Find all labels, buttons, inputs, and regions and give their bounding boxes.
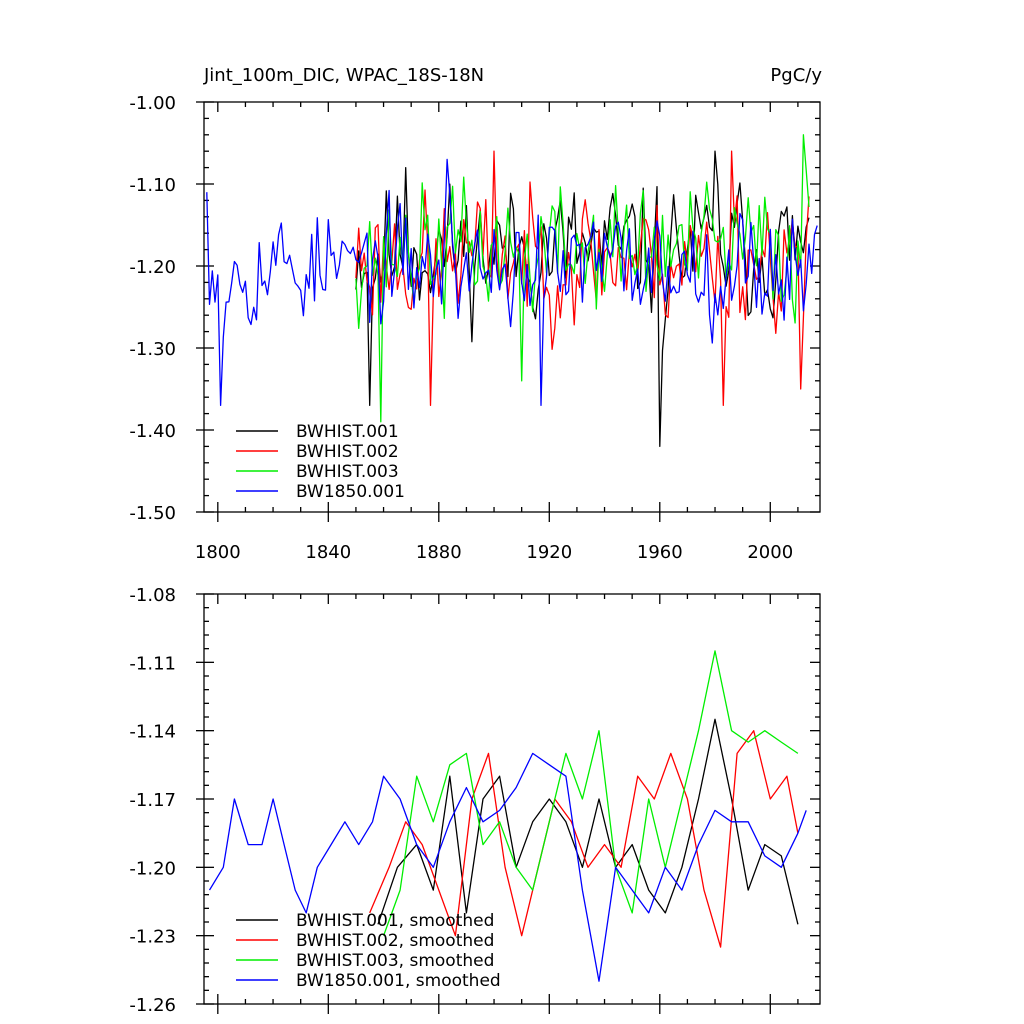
- series-line-4: [208, 752, 807, 982]
- y-tick-label: -1.40: [129, 421, 176, 442]
- plot-frame-top: [203, 101, 821, 513]
- y-tick-label: -1.26: [129, 995, 176, 1016]
- legend-label: BWHIST.003: [296, 462, 399, 482]
- series-line-3: [382, 650, 799, 936]
- x-tick-label: 1960: [637, 542, 683, 563]
- y-tick-label: -1.23: [129, 927, 176, 948]
- y-tick-label: -1.50: [129, 503, 176, 524]
- y-tick-label: -1.20: [129, 257, 176, 278]
- panel-bottom: -1.26 -1.23 -1.20 -1.17 -1.14 -1.11 -1.08 BWHI…: [129, 585, 821, 1016]
- series-line-2: [355, 150, 810, 407]
- x-tick-label: 1800: [195, 542, 241, 563]
- series-line-4: [206, 158, 818, 407]
- legend-label: BW1850.001, smoothed: [296, 971, 501, 991]
- legend-label: BWHIST.001, smoothed: [296, 911, 494, 931]
- axes-top: -1.50 -1.40 -1.30 -1.20 -1.10 -1.00 1800 1840 18…: [129, 93, 820, 563]
- x-tick-label: 1920: [526, 542, 572, 563]
- units-label: PgC/y: [770, 65, 822, 86]
- series-line-3: [355, 134, 810, 423]
- x-tick-label: 1880: [416, 542, 462, 563]
- y-tick-label: -1.00: [129, 93, 176, 114]
- legend-label: BWHIST.001: [296, 422, 399, 442]
- x-tick-label: 2000: [747, 542, 793, 563]
- y-tick-label: -1.20: [129, 858, 176, 879]
- chart-title: Jint_100m_DIC, WPAC_18S-18N: [203, 65, 484, 86]
- y-tick-label: -1.11: [129, 653, 176, 674]
- y-tick-label: -1.08: [129, 585, 176, 606]
- axes-bottom: -1.26 -1.23 -1.20 -1.17 -1.14 -1.11 -1.08: [129, 585, 820, 1016]
- y-tick-label: -1.17: [129, 790, 176, 811]
- y-tick-label: -1.10: [129, 175, 176, 196]
- series-group-bottom: [208, 650, 807, 982]
- series-line-1: [377, 718, 799, 925]
- y-tick-label: -1.30: [129, 339, 176, 360]
- y-tick-label: -1.14: [129, 722, 176, 743]
- panel-top: Jint_100m_DIC, WPAC_18S-18N PgC/y -1.50-…: [129, 65, 822, 563]
- legend-label: BW1850.001: [296, 482, 405, 502]
- series-group-top: [206, 134, 818, 448]
- legend-label: BWHIST.003, smoothed: [296, 951, 494, 971]
- x-tick-label: 1840: [305, 542, 351, 563]
- legend-label: BWHIST.002: [296, 442, 399, 462]
- series-line-2: [369, 730, 799, 948]
- legend-label: BWHIST.002, smoothed: [296, 931, 494, 951]
